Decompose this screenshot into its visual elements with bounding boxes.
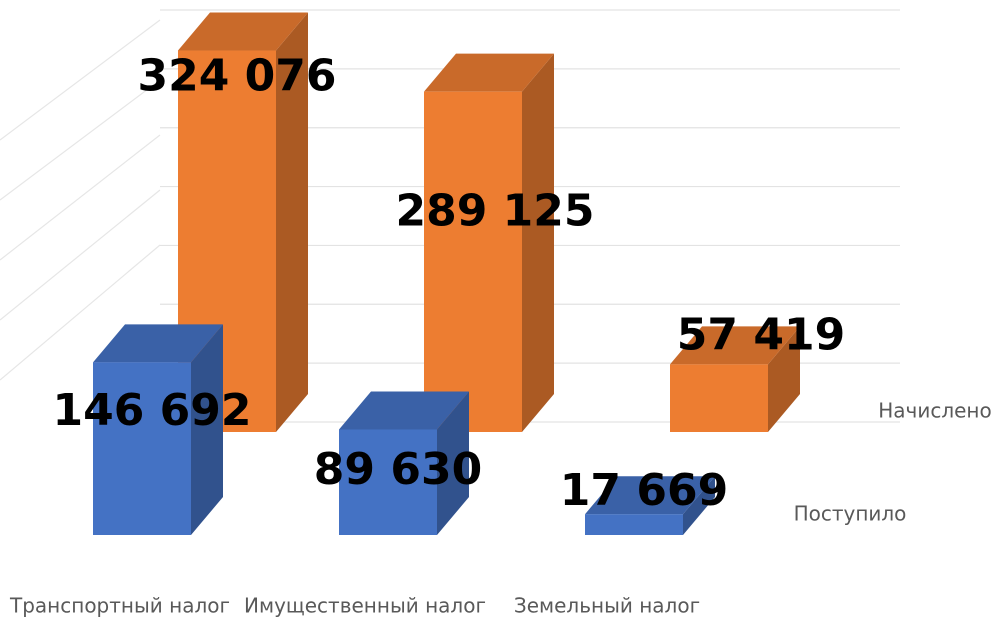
bar-group xyxy=(339,391,469,535)
bar xyxy=(670,364,768,432)
bar-side xyxy=(437,391,469,535)
bar xyxy=(339,429,437,535)
value-label: 324 076 xyxy=(137,51,336,102)
bar-top xyxy=(670,326,800,365)
bar-group xyxy=(93,324,223,535)
bar-side xyxy=(522,53,554,433)
legend-label: Поступило xyxy=(794,502,907,526)
bar-group xyxy=(424,53,554,433)
bar-top xyxy=(339,391,469,430)
bar-top xyxy=(178,12,308,51)
x-tick-label: Транспортный налог xyxy=(9,594,230,618)
bar-top xyxy=(93,324,223,363)
value-label: 146 692 xyxy=(52,385,251,436)
value-label: 17 669 xyxy=(560,465,728,516)
bar-side xyxy=(191,324,223,535)
bar xyxy=(93,362,191,535)
bar xyxy=(585,514,683,535)
bar-side xyxy=(768,326,800,432)
bar-side xyxy=(683,476,715,535)
bar-top xyxy=(424,53,554,92)
value-label: 289 125 xyxy=(395,186,594,237)
legend-label: Начислено xyxy=(878,399,992,423)
bar xyxy=(424,91,522,432)
side-wall xyxy=(0,19,161,381)
x-tick-label: Земельный налог xyxy=(514,594,700,618)
bar-top xyxy=(585,476,715,515)
bar-group xyxy=(585,476,715,535)
bar-group xyxy=(670,326,800,432)
value-label: 89 630 xyxy=(314,444,482,495)
value-label: 57 419 xyxy=(677,309,845,360)
bar-group xyxy=(178,12,308,433)
x-tick-label: Имущественный налог xyxy=(244,594,486,618)
bar-side xyxy=(276,12,308,432)
